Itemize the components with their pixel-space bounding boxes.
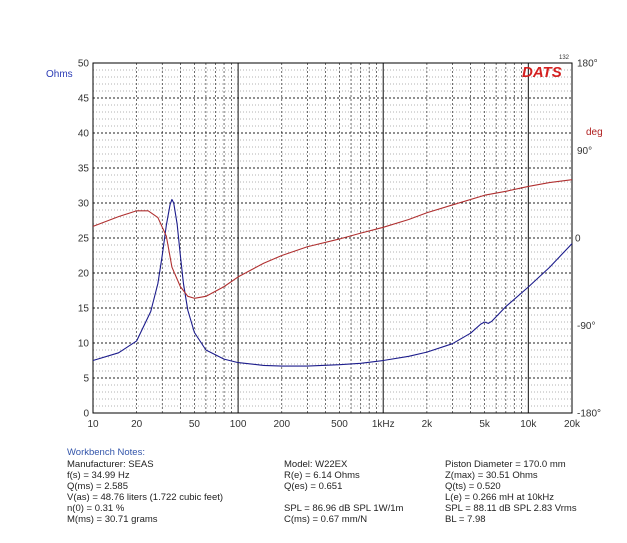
phase-curve bbox=[92, 179, 573, 299]
note-line-piston: L(e) = 0.266 mH at 10kHz bbox=[445, 492, 555, 503]
note-line-model: R(e) = 6.14 Ohms bbox=[284, 470, 360, 481]
dats-logo: DATS bbox=[522, 64, 562, 81]
note-line-piston: Z(max) = 30.51 Ohms bbox=[445, 470, 538, 481]
y-left-tick-label: 45 bbox=[78, 94, 90, 105]
y-left-tick-label: 50 bbox=[78, 59, 90, 70]
impedance-phase-chart: 0 5 10 15 20 25 30 35 40 45 50 180° 90° 0 -90° -180° 10 2… bbox=[46, 55, 603, 431]
y-left-tick-label: 35 bbox=[78, 164, 90, 175]
impedance-curve bbox=[92, 198, 573, 367]
y-left-tick-label: 5 bbox=[83, 374, 89, 385]
x-tick-label: 50 bbox=[189, 419, 201, 430]
x-tick-label: 200 bbox=[273, 419, 290, 430]
grid bbox=[92, 62, 573, 414]
dats-logo-superscript: 132 bbox=[559, 55, 570, 61]
y-right-tick-label: -180° bbox=[577, 409, 601, 420]
x-tick-label: 10 bbox=[87, 419, 99, 430]
x-tick-label: 20k bbox=[564, 419, 581, 430]
y-right-tick-label: 180° bbox=[577, 59, 598, 70]
y-left-tick-label: 0 bbox=[83, 409, 89, 420]
note-line-piston: SPL = 88.11 dB SPL 2.83 Vrms bbox=[445, 503, 577, 514]
note-line-driver: Manufacturer: SEAS bbox=[67, 459, 154, 470]
y-left-tick-label: 40 bbox=[78, 129, 90, 140]
x-tick-label: 500 bbox=[331, 419, 348, 430]
note-line-driver: f(s) = 34.99 Hz bbox=[67, 470, 130, 481]
note-line-piston: Piston Diameter = 170.0 mm bbox=[445, 459, 566, 470]
y-axis-left-label: Ohms bbox=[46, 69, 73, 80]
note-line-model: SPL = 86.96 dB SPL 1W/1m bbox=[284, 503, 404, 514]
y-right-tick-label: 90° bbox=[577, 146, 592, 157]
y-left-tick-label: 15 bbox=[78, 304, 90, 315]
note-line-piston: Q(ts) = 0.520 bbox=[445, 481, 501, 492]
note-line-driver: n(0) = 0.31 % bbox=[67, 503, 125, 514]
plot-frame bbox=[92, 62, 573, 414]
y-left-tick-label: 30 bbox=[78, 199, 90, 210]
x-tick-label: 1kHz bbox=[372, 419, 395, 430]
curves bbox=[92, 179, 573, 367]
note-line-model: Model: W22EX bbox=[284, 459, 348, 470]
y-axis-right-label: deg bbox=[586, 127, 603, 138]
x-tick-label: 5k bbox=[479, 419, 491, 430]
x-tick-label: 2k bbox=[422, 419, 434, 430]
workbench-notes: Workbench Notes: Manufacturer: SEAS f(s) … bbox=[67, 447, 622, 539]
y-left-tick-label: 10 bbox=[78, 339, 90, 350]
x-tick-label: 100 bbox=[230, 419, 247, 430]
note-line-model: Q(es) = 0.651 bbox=[284, 481, 343, 492]
note-line-piston: BL = 7.98 bbox=[445, 514, 486, 525]
note-line-model: C(ms) = 0.67 mm/N bbox=[284, 514, 368, 525]
y-right-tick-label: -90° bbox=[577, 321, 595, 332]
y-right-tick-label: 0 bbox=[575, 234, 581, 245]
note-line-driver: M(ms) = 30.71 grams bbox=[67, 514, 158, 525]
x-tick-label: 20 bbox=[131, 419, 143, 430]
y-left-tick-label: 20 bbox=[78, 269, 90, 280]
y-left-tick-label: 25 bbox=[78, 234, 90, 245]
tick-labels: 0 5 10 15 20 25 30 35 40 45 50 180° 90° 0 -90° -180° 10 2… bbox=[78, 59, 601, 431]
x-tick-label: 10k bbox=[520, 419, 537, 430]
note-line-driver: V(as) = 48.76 liters (1.722 cubic feet) bbox=[67, 492, 224, 503]
notes-title: Workbench Notes: bbox=[67, 447, 145, 458]
note-line-driver: Q(ms) = 2.585 bbox=[67, 481, 128, 492]
